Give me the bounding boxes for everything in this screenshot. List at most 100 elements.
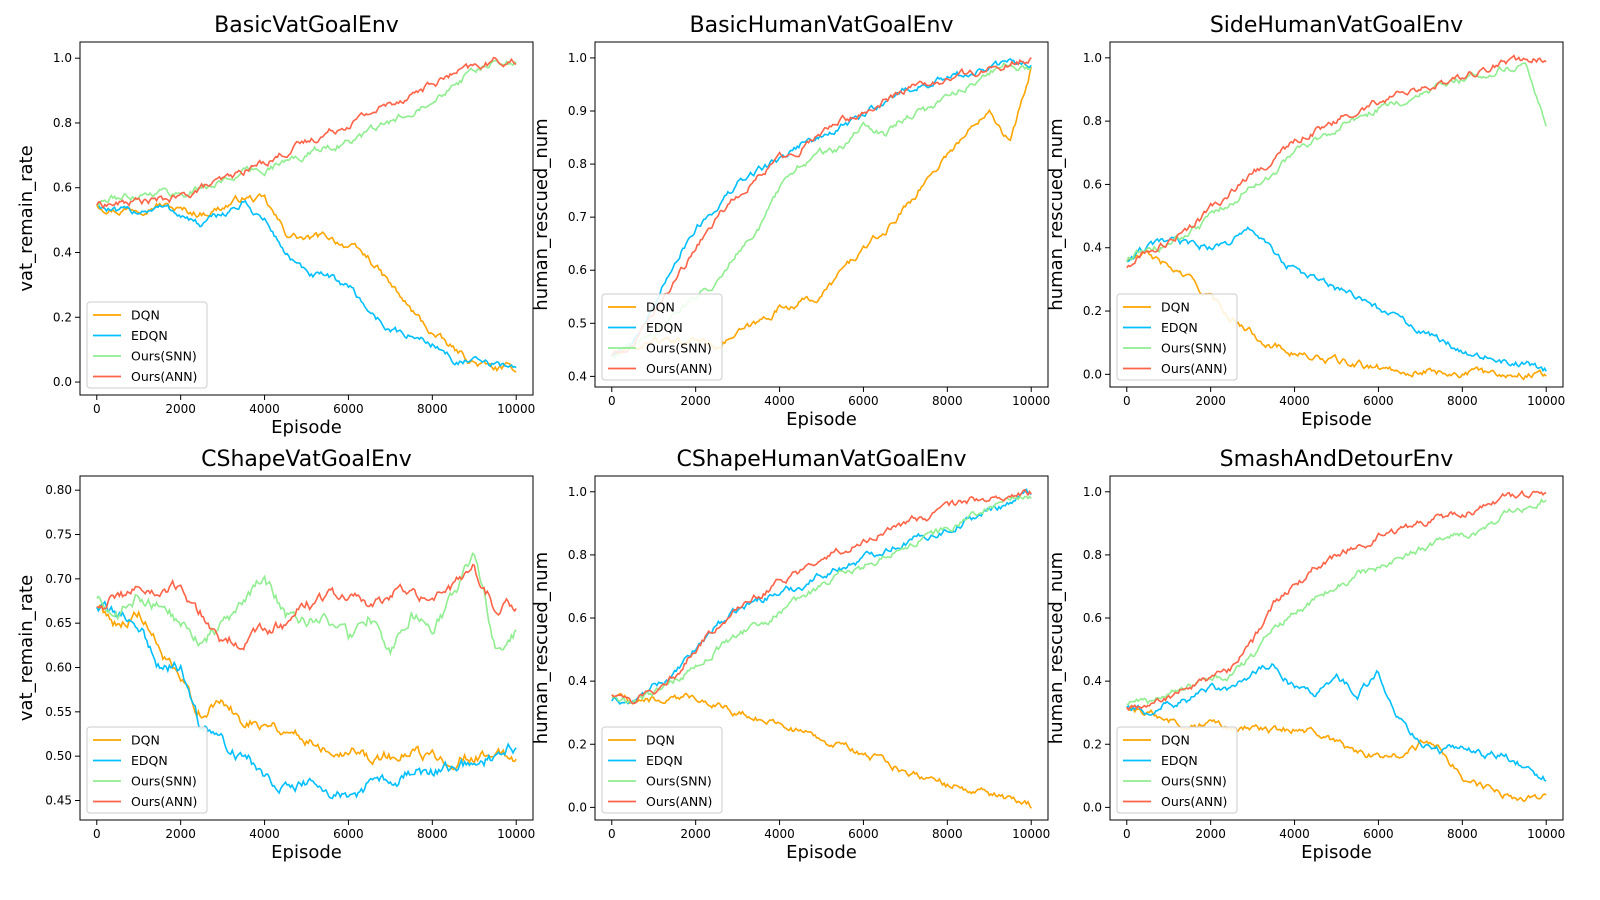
y-tick-label: 0.2 xyxy=(1083,737,1102,751)
plot-frame xyxy=(1109,41,1564,388)
y-tick-label: 0.5 xyxy=(568,316,587,330)
y-tick-label: 1.0 xyxy=(1083,51,1102,65)
legend-box xyxy=(1116,293,1238,381)
legend-label: Ours(SNN) xyxy=(131,774,197,789)
y-tick-label: 0.4 xyxy=(568,369,587,383)
series-lines xyxy=(96,552,517,800)
series-line-ours-ann xyxy=(96,56,517,210)
legend-box xyxy=(86,301,208,389)
x-tick-label: 8000 xyxy=(932,394,963,408)
y-tick-label: 0.7 xyxy=(568,210,587,224)
x-tick-label: 0 xyxy=(93,827,101,841)
x-tick-label: 10000 xyxy=(497,402,535,416)
legend: DQN EDQN Ours(SNN) Ours(ANN) xyxy=(601,293,723,381)
series-line-ours-snn xyxy=(96,59,517,207)
y-tick-label: 1.0 xyxy=(53,51,72,65)
y-tick-label: 0.50 xyxy=(45,749,72,763)
x-tick-label: 8000 xyxy=(417,827,448,841)
legend: DQN EDQN Ours(SNN) Ours(ANN) xyxy=(601,726,723,814)
y-tick-label: 0.8 xyxy=(568,548,587,562)
x-tick-label: 0 xyxy=(93,402,101,416)
legend-label: Ours(SNN) xyxy=(1161,341,1227,356)
y-tick-label: 0.0 xyxy=(1083,800,1102,814)
y-tick-label: 0.6 xyxy=(53,181,72,195)
y-tick-label: 0.75 xyxy=(45,528,72,542)
x-tick-label: 2000 xyxy=(680,827,711,841)
legend-label: Ours(SNN) xyxy=(646,774,712,789)
x-tick-label: 2000 xyxy=(1195,394,1226,408)
chart-panel-3: 0 2000 4000 6000 8000 10000 0.0 0.2 0.4 0.6 0.8 1.0… xyxy=(1046,13,1565,430)
x-tick-label: 0 xyxy=(608,827,616,841)
x-tick-label: 10000 xyxy=(1012,827,1050,841)
legend-label: Ours(ANN) xyxy=(646,361,712,376)
series-line-ours-ann xyxy=(611,488,1032,705)
x-tick-label: 4000 xyxy=(249,827,280,841)
series-line-edqn xyxy=(96,600,517,800)
x-tick-label: 10000 xyxy=(497,827,535,841)
legend-label: Ours(ANN) xyxy=(1161,361,1227,376)
legend-label: DQN xyxy=(646,733,675,748)
chart-title: SideHumanVatGoalEnv xyxy=(1210,13,1463,38)
chart-panel-2: 0 2000 4000 6000 8000 10000 0.4 0.5 0.6 0.7 0.8 0.9… xyxy=(531,13,1050,430)
series-line-ours-ann xyxy=(1126,54,1547,269)
plot-frame xyxy=(79,475,534,821)
legend-box xyxy=(86,726,208,814)
y-tick-label: 1.0 xyxy=(1083,485,1102,499)
legend-label: EDQN xyxy=(131,328,168,343)
y-axis-label: human_rescued_num xyxy=(1046,118,1067,310)
x-tick-label: 0 xyxy=(1123,827,1131,841)
y-tick-label: 0.6 xyxy=(1083,611,1102,625)
legend-label: Ours(ANN) xyxy=(1161,794,1227,809)
legend-label: Ours(ANN) xyxy=(646,794,712,809)
x-tick-label: 6000 xyxy=(333,827,364,841)
y-tick-label: 0.9 xyxy=(568,104,587,118)
x-tick-label: 2000 xyxy=(165,827,196,841)
legend-label: DQN xyxy=(1161,733,1190,748)
y-tick-label: 0.55 xyxy=(45,705,72,719)
x-tick-label: 6000 xyxy=(848,827,879,841)
x-tick-label: 8000 xyxy=(1447,394,1478,408)
x-axis-label: Episode xyxy=(1301,409,1372,430)
legend-label: DQN xyxy=(131,308,160,323)
y-axis-label: vat_remain_rate xyxy=(16,145,37,291)
legend-label: EDQN xyxy=(646,753,683,768)
legend: DQN EDQN Ours(SNN) Ours(ANN) xyxy=(1116,293,1238,381)
series-lines xyxy=(96,56,517,373)
legend-label: Ours(ANN) xyxy=(131,794,197,809)
chart-title: BasicHumanVatGoalEnv xyxy=(690,13,954,38)
series-line-dqn xyxy=(1126,248,1547,381)
chart-panel-4: 0 2000 4000 6000 8000 10000 0.45 0.50 0.55 0.60 0.… xyxy=(16,447,535,863)
series-line-dqn xyxy=(96,192,517,373)
y-tick-label: 0.4 xyxy=(1083,674,1102,688)
x-tick-label: 4000 xyxy=(249,402,280,416)
x-tick-label: 10000 xyxy=(1012,394,1050,408)
legend-label: Ours(SNN) xyxy=(131,349,197,364)
plot-frame xyxy=(1109,475,1564,821)
legend: DQN EDQN Ours(SNN) Ours(ANN) xyxy=(1116,726,1238,814)
x-tick-label: 2000 xyxy=(1195,827,1226,841)
y-tick-label: 0.0 xyxy=(568,800,587,814)
x-axis-label: Episode xyxy=(786,409,857,430)
legend-label: Ours(SNN) xyxy=(1161,774,1227,789)
legend-box xyxy=(601,293,723,381)
legend-label: DQN xyxy=(1161,300,1190,315)
series-lines xyxy=(611,488,1032,809)
legend: DQN EDQN Ours(SNN) Ours(ANN) xyxy=(86,301,208,389)
legend-label: EDQN xyxy=(1161,753,1198,768)
legend-box xyxy=(601,726,723,814)
y-tick-label: 0.8 xyxy=(53,116,72,130)
chart-title: CShapeHumanVatGoalEnv xyxy=(676,447,966,472)
chart-panel-1: 0 2000 4000 6000 8000 10000 0.0 0.2 0.4 0.6 0.8 1.0… xyxy=(16,13,535,438)
y-axis-label: human_rescued_num xyxy=(531,552,552,744)
chart-panel-5: 0 2000 4000 6000 8000 10000 0.0 0.2 0.4 0.6 0.8 1.0… xyxy=(531,447,1050,863)
x-axis-label: Episode xyxy=(271,417,342,438)
series-line-edqn xyxy=(611,57,1032,357)
y-tick-label: 1.0 xyxy=(568,51,587,65)
x-tick-label: 2000 xyxy=(680,394,711,408)
y-tick-label: 0.70 xyxy=(45,572,72,586)
y-tick-label: 0.2 xyxy=(53,310,72,324)
x-tick-label: 6000 xyxy=(333,402,364,416)
series-line-edqn xyxy=(1126,662,1547,782)
y-tick-label: 0.4 xyxy=(53,246,72,260)
x-tick-label: 8000 xyxy=(417,402,448,416)
